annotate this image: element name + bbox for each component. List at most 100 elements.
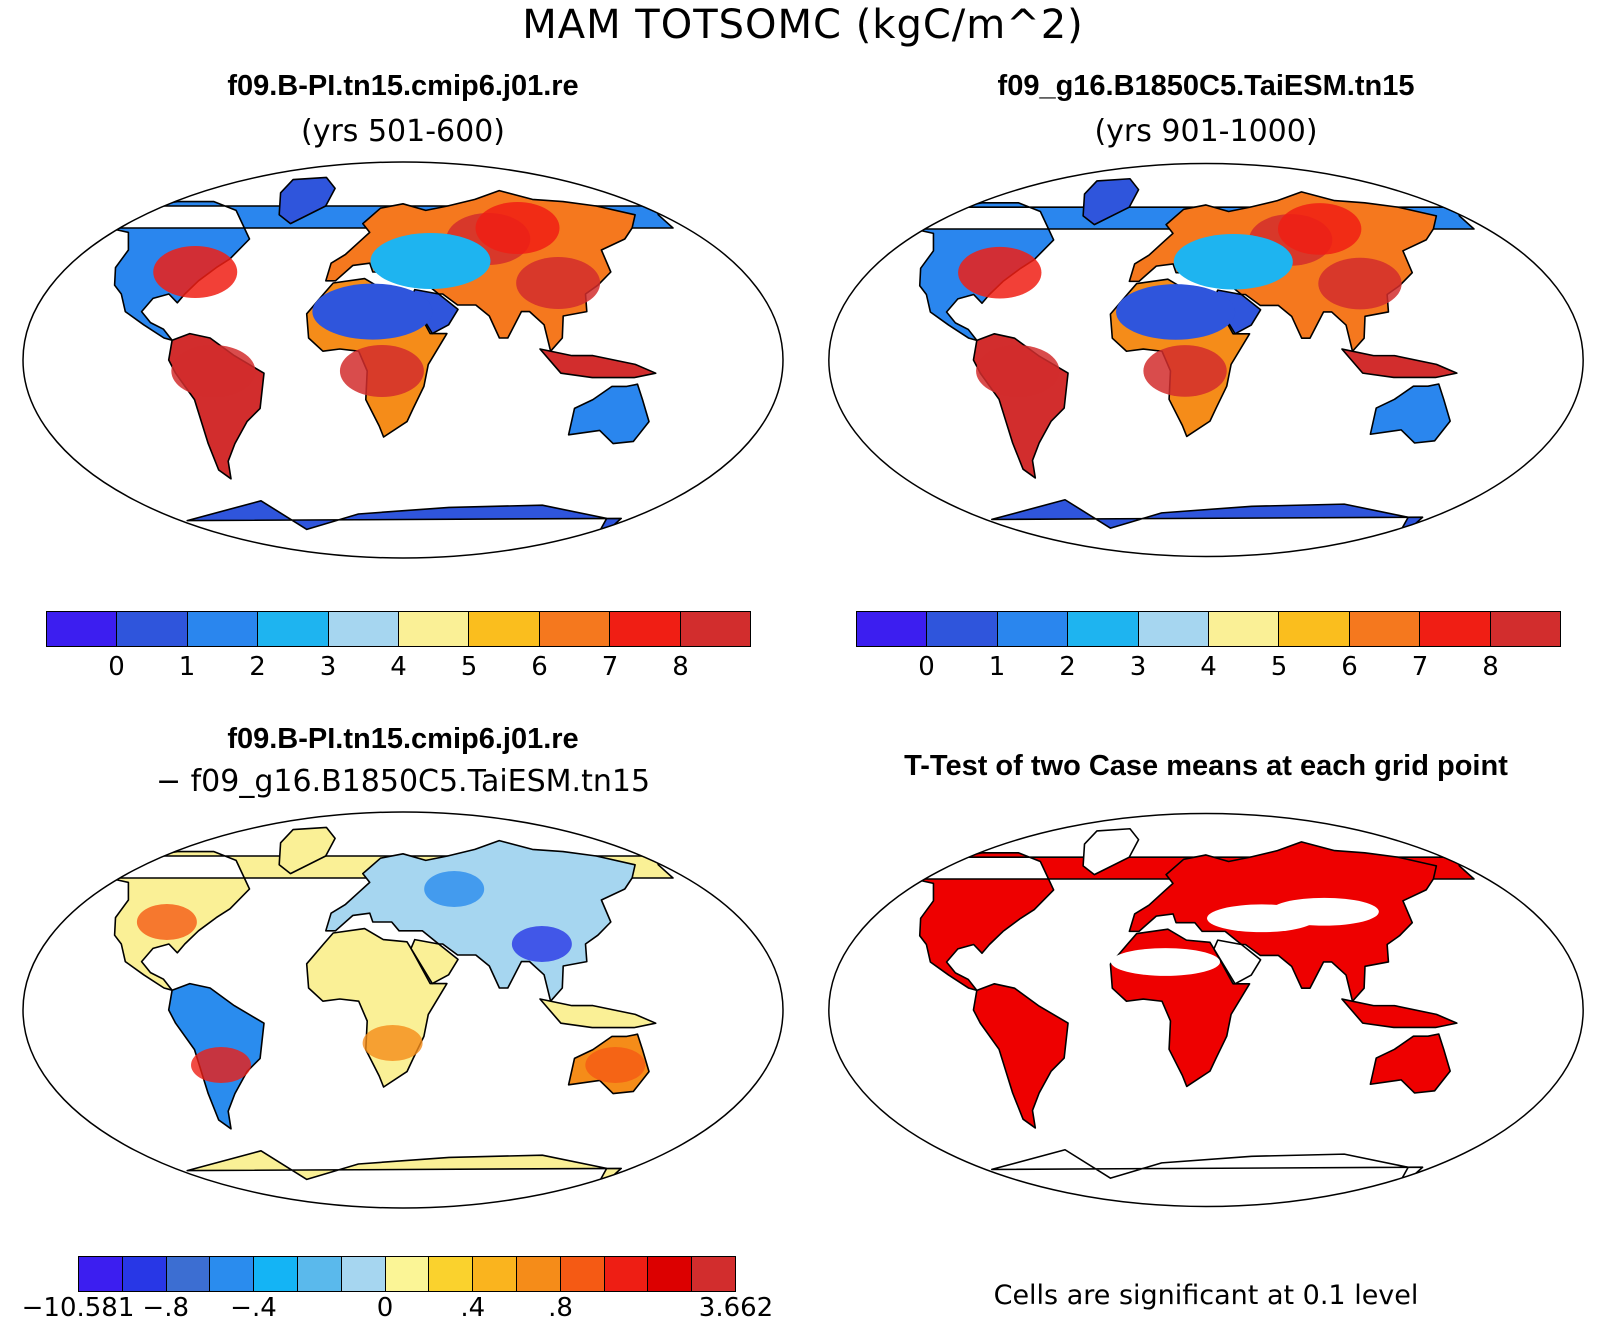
colorbar-box xyxy=(1420,612,1491,646)
continent-europe-asia xyxy=(324,839,636,1002)
map-top-right xyxy=(806,158,1606,563)
high-carbon-region xyxy=(153,246,238,298)
high-carbon-region xyxy=(1318,257,1402,310)
colorbar-tick-label: 8 xyxy=(672,652,689,682)
continent-indonesia xyxy=(1341,348,1458,379)
colorbar-box xyxy=(1279,612,1350,646)
map-boundary xyxy=(22,811,784,1209)
continent-antarctica xyxy=(186,1149,623,1196)
colorbar-tick-label: −10.581 xyxy=(21,1293,135,1323)
colorbar-box xyxy=(1138,612,1210,646)
colorbar-box xyxy=(680,612,751,646)
colorbar-box xyxy=(328,612,400,646)
continent-greenland xyxy=(278,826,336,875)
difference-region xyxy=(511,926,572,962)
panel-title-bottom-left: f09.B-PI.tn15.cmip6.j01.re xyxy=(227,723,579,755)
colorbar-box xyxy=(79,1257,123,1291)
high-carbon-region xyxy=(475,202,560,254)
continent-antarctica xyxy=(991,498,1424,545)
colorbar-labels-bottom-left: −10.581 −.8 −.4 0 .4 .8 3.662 xyxy=(22,1293,774,1327)
colorbar-box xyxy=(1349,612,1421,646)
colorbar-box xyxy=(258,612,329,646)
continent-indonesia xyxy=(1341,998,1458,1029)
high-carbon-region xyxy=(171,345,256,397)
continent-antarctica xyxy=(186,499,623,546)
colorbar-box xyxy=(47,612,118,646)
colorbar-tick-label: 5 xyxy=(460,652,478,682)
colorbar-boxes xyxy=(856,611,1561,647)
high-carbon-region xyxy=(1143,345,1227,397)
colorbar-tick-label: .4 xyxy=(460,1293,486,1323)
colorbar-bottom-left xyxy=(78,1256,736,1292)
colorbar-labels-top-left: 0 1 2 3 4 5 6 7 8 xyxy=(46,652,751,686)
low-carbon-region xyxy=(312,283,433,340)
colorbar-tick-label: 6 xyxy=(1341,652,1358,682)
insignificant-region xyxy=(1110,948,1221,976)
colorbar-tick-label: 8 xyxy=(1482,652,1499,682)
high-carbon-region xyxy=(976,345,1060,397)
insignificant-region xyxy=(1269,897,1379,926)
panel-title-top-right: f09_g16.B1850C5.TaiESM.tn15 xyxy=(997,70,1415,102)
colorbar-tick-label: 7 xyxy=(601,652,619,682)
colorbar-tick-label: 4 xyxy=(390,652,407,682)
continent-indonesia xyxy=(539,998,657,1029)
colorbar-box xyxy=(997,612,1069,646)
colorbar-box xyxy=(648,1257,693,1291)
colorbar-box xyxy=(1490,612,1561,646)
colorbar-box xyxy=(1209,612,1280,646)
continent-greenland xyxy=(1082,177,1140,226)
high-carbon-region xyxy=(339,345,424,397)
colorbar-tick-label: −.8 xyxy=(142,1293,190,1323)
colorbar-tick-label: 3 xyxy=(319,652,337,682)
colorbar-boxes xyxy=(46,611,751,647)
colorbar-labels-top-right: 0 1 2 3 4 5 6 7 8 xyxy=(856,652,1561,686)
colorbar-box xyxy=(122,1257,167,1291)
colorbar-tick-label: −.4 xyxy=(230,1293,277,1323)
colorbar-box xyxy=(385,1257,430,1291)
colorbar-tick-label: 4 xyxy=(1200,652,1217,682)
colorbar-box xyxy=(254,1257,298,1291)
map-bottom-right xyxy=(806,808,1606,1213)
high-carbon-region xyxy=(1277,203,1362,255)
continent-greenland xyxy=(278,176,336,225)
low-carbon-region xyxy=(1116,284,1236,340)
difference-region xyxy=(362,1025,423,1061)
colorbar-tick-label: .8 xyxy=(548,1293,573,1323)
colorbar-box xyxy=(341,1257,386,1291)
colorbar-box xyxy=(539,612,611,646)
colorbar-box xyxy=(399,612,470,646)
colorbar-box xyxy=(210,1257,255,1291)
colorbar-box xyxy=(516,1257,561,1291)
colorbar-box xyxy=(187,612,259,646)
low-carbon-region xyxy=(370,233,491,289)
colorbar-box xyxy=(1068,612,1139,646)
colorbar-box xyxy=(429,1257,474,1291)
panel-subtitle-top-right: (yrs 901-1000) xyxy=(1094,114,1318,149)
continent-australia xyxy=(567,383,650,445)
colorbar-tick-label: 7 xyxy=(1411,652,1429,682)
difference-region xyxy=(585,1047,646,1083)
high-carbon-region xyxy=(516,257,601,309)
figure-title: MAM TOTSOMC (kgC/m^2) xyxy=(522,2,1084,48)
continent-arabia xyxy=(410,938,459,985)
panel-subtitle-top-left: (yrs 501-600) xyxy=(300,114,505,149)
colorbar-tick-label: 5 xyxy=(1270,652,1288,682)
colorbar-tick-label: 1 xyxy=(178,652,196,682)
continent-arabia xyxy=(1213,939,1262,985)
colorbar-box xyxy=(166,1257,211,1291)
panel-subtitle-bottom-left: − f09_g16.B1850C5.TaiESM.tn15 xyxy=(155,764,651,799)
continent-australia xyxy=(1369,383,1451,444)
difference-region xyxy=(136,904,197,940)
colorbar-box xyxy=(610,612,681,646)
colorbar-top-left xyxy=(46,611,751,647)
colorbar-box xyxy=(560,1257,605,1291)
colorbar-tick-label: 2 xyxy=(249,652,266,682)
colorbar-top-right xyxy=(856,611,1561,647)
map-boundary xyxy=(22,161,784,559)
colorbar-tick-label: 2 xyxy=(1059,652,1076,682)
colorbar-tick-label: 0 xyxy=(918,652,935,682)
colorbar-box xyxy=(117,612,188,646)
map-boundary xyxy=(828,812,1584,1208)
continent-greenland xyxy=(1082,827,1140,876)
continent-south-america xyxy=(972,983,1069,1129)
